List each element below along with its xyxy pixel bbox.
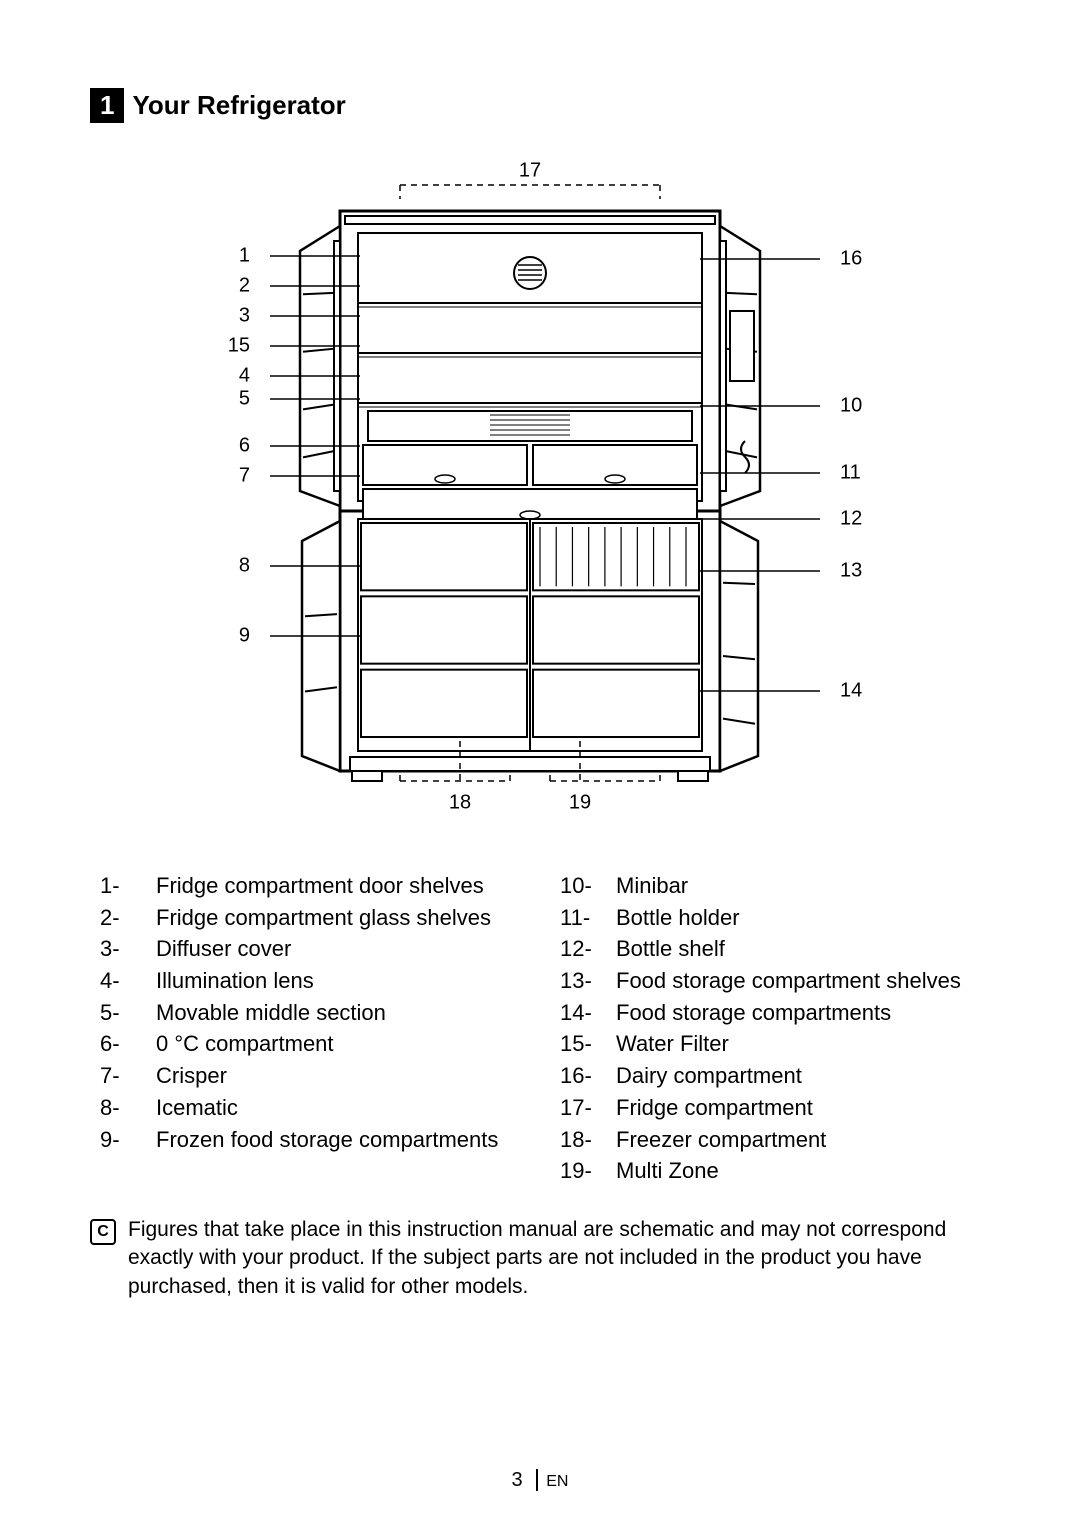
legend-item-number: 12- (550, 934, 616, 964)
schematic-note: C Figures that take place in this instru… (90, 1216, 990, 1301)
document-page: 1 Your Refrigerator 12315456789161011121… (0, 0, 1080, 1532)
legend-item-number: 19- (550, 1156, 616, 1186)
legend-item-number: 17- (550, 1093, 616, 1123)
language-code: EN (546, 1473, 568, 1490)
legend-item: 19-Multi Zone (550, 1156, 990, 1186)
legend-item: 18-Freezer compartment (550, 1125, 990, 1155)
legend-item-number: 2- (90, 903, 156, 933)
legend-item-label: Bottle shelf (616, 934, 990, 964)
svg-text:10: 10 (840, 394, 862, 416)
legend-item-label: Food storage compartments (616, 998, 990, 1028)
legend-item-number: 11- (550, 903, 616, 933)
parts-legend: 1-Fridge compartment door shelves2-Fridg… (90, 871, 990, 1188)
legend-item-number: 1- (90, 871, 156, 901)
svg-text:14: 14 (840, 679, 862, 701)
legend-column-right: 10-Minibar11-Bottle holder12-Bottle shel… (550, 871, 990, 1188)
legend-item: 11-Bottle holder (550, 903, 990, 933)
svg-text:6: 6 (239, 434, 250, 456)
svg-text:4: 4 (239, 364, 250, 386)
svg-text:13: 13 (840, 559, 862, 581)
footer-separator (536, 1469, 538, 1491)
legend-item-number: 7- (90, 1061, 156, 1091)
legend-item-number: 14- (550, 998, 616, 1028)
svg-text:3: 3 (239, 304, 250, 326)
svg-text:19: 19 (569, 791, 591, 813)
legend-item-label: Crisper (156, 1061, 530, 1091)
legend-item-number: 5- (90, 998, 156, 1028)
legend-item-label: Minibar (616, 871, 990, 901)
legend-item-number: 8- (90, 1093, 156, 1123)
svg-text:1: 1 (239, 244, 250, 266)
legend-item: 12-Bottle shelf (550, 934, 990, 964)
legend-item-label: 0 °C compartment (156, 1029, 530, 1059)
legend-item-label: Freezer compartment (616, 1125, 990, 1155)
legend-item-number: 9- (90, 1125, 156, 1155)
legend-item: 13-Food storage compartment shelves (550, 966, 990, 996)
legend-item-number: 10- (550, 871, 616, 901)
svg-text:8: 8 (239, 554, 250, 576)
legend-item-label: Fridge compartment glass shelves (156, 903, 530, 933)
legend-item-number: 16- (550, 1061, 616, 1091)
legend-item: 4-Illumination lens (90, 966, 530, 996)
legend-item: 1-Fridge compartment door shelves (90, 871, 530, 901)
legend-item: 8-Icematic (90, 1093, 530, 1123)
legend-item-label: Frozen food storage compartments (156, 1125, 530, 1155)
svg-text:11: 11 (840, 461, 861, 483)
legend-item-label: Food storage compartment shelves (616, 966, 990, 996)
section-header: 1 Your Refrigerator (90, 88, 990, 123)
legend-item: 5-Movable middle section (90, 998, 530, 1028)
page-footer: 3 EN (0, 1469, 1080, 1492)
legend-item-label: Water Filter (616, 1029, 990, 1059)
legend-item-number: 15- (550, 1029, 616, 1059)
svg-text:9: 9 (239, 624, 250, 646)
legend-item-number: 3- (90, 934, 156, 964)
legend-item: 14-Food storage compartments (550, 998, 990, 1028)
legend-item-label: Bottle holder (616, 903, 990, 933)
legend-item: 3-Diffuser cover (90, 934, 530, 964)
legend-item-number: 6- (90, 1029, 156, 1059)
legend-item-number: 4- (90, 966, 156, 996)
legend-item: 16-Dairy compartment (550, 1061, 990, 1091)
refrigerator-diagram: 12315456789161011121314171819 (90, 151, 990, 831)
section-number-badge: 1 (90, 88, 124, 123)
legend-item: 7-Crisper (90, 1061, 530, 1091)
legend-item: 2-Fridge compartment glass shelves (90, 903, 530, 933)
legend-column-left: 1-Fridge compartment door shelves2-Fridg… (90, 871, 530, 1188)
legend-item: 17-Fridge compartment (550, 1093, 990, 1123)
legend-item-label: Fridge compartment door shelves (156, 871, 530, 901)
legend-item-label: Multi Zone (616, 1156, 990, 1186)
svg-text:2: 2 (239, 274, 250, 296)
svg-text:5: 5 (239, 387, 250, 409)
section-title: Your Refrigerator (124, 88, 345, 123)
legend-item-label: Diffuser cover (156, 934, 530, 964)
info-icon: C (90, 1219, 116, 1245)
legend-item: 10-Minibar (550, 871, 990, 901)
svg-text:16: 16 (840, 247, 862, 269)
page-number: 3 (512, 1469, 523, 1491)
diagram-svg: 12315456789161011121314171819 (180, 151, 900, 831)
legend-item-number: 13- (550, 966, 616, 996)
legend-item-label: Fridge compartment (616, 1093, 990, 1123)
legend-item: 6- 0 °C compartment (90, 1029, 530, 1059)
svg-text:18: 18 (449, 791, 471, 813)
legend-item-label: Dairy compartment (616, 1061, 990, 1091)
legend-item-number: 18- (550, 1125, 616, 1155)
legend-item-label: Illumination lens (156, 966, 530, 996)
svg-text:15: 15 (228, 334, 250, 356)
legend-item: 9-Frozen food storage compartments (90, 1125, 530, 1155)
svg-text:12: 12 (840, 507, 862, 529)
legend-item-label: Movable middle section (156, 998, 530, 1028)
svg-text:17: 17 (519, 159, 541, 181)
note-text: Figures that take place in this instruct… (128, 1216, 990, 1301)
legend-item-label: Icematic (156, 1093, 530, 1123)
svg-text:7: 7 (239, 464, 250, 486)
legend-item: 15-Water Filter (550, 1029, 990, 1059)
